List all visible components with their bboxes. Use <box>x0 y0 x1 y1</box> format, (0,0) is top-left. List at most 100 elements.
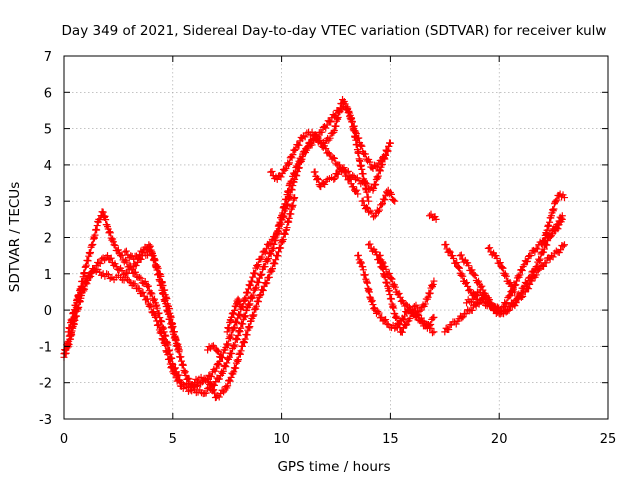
data-point <box>159 335 167 343</box>
data-point <box>257 271 265 279</box>
data-point <box>468 266 476 274</box>
data-point <box>174 376 182 384</box>
data-point <box>239 320 247 328</box>
y-tick-label: 4 <box>44 159 52 174</box>
data-point <box>228 349 236 357</box>
data-point <box>396 323 404 331</box>
data-point <box>554 225 562 233</box>
data-point <box>147 289 155 297</box>
data-point <box>303 144 311 152</box>
data-point <box>142 245 150 253</box>
data-point <box>219 367 227 375</box>
x-tick-label: 10 <box>273 432 290 447</box>
data-point <box>233 319 241 327</box>
data-point <box>222 363 230 371</box>
y-tick-label: -2 <box>39 377 52 392</box>
data-point <box>171 333 179 341</box>
data-point <box>353 186 361 194</box>
data-point <box>281 230 289 238</box>
data-point <box>252 305 260 313</box>
data-point <box>265 273 273 281</box>
data-point <box>339 166 347 174</box>
data-point <box>487 300 495 308</box>
data-point <box>368 297 376 305</box>
data-point <box>525 285 533 293</box>
data-point <box>229 342 237 350</box>
data-point <box>185 375 193 383</box>
data-point <box>540 248 548 256</box>
data-point <box>354 190 362 198</box>
data-point <box>376 167 384 175</box>
data-point <box>532 271 540 279</box>
data-point <box>243 288 251 296</box>
data-points <box>60 96 568 402</box>
data-point <box>550 205 558 213</box>
data-point <box>459 272 467 280</box>
data-point <box>535 257 543 265</box>
data-point <box>373 173 381 181</box>
data-point <box>240 295 248 303</box>
data-point <box>107 254 115 262</box>
series-track-a <box>60 102 394 390</box>
data-point <box>559 242 567 250</box>
data-point <box>379 200 387 208</box>
data-point <box>359 263 367 271</box>
data-point <box>164 351 172 359</box>
data-point <box>442 240 450 248</box>
data-point <box>148 290 156 298</box>
series-track-i <box>358 186 399 221</box>
data-point <box>549 206 557 214</box>
data-point <box>249 291 257 299</box>
data-point <box>375 309 383 317</box>
x-tick-label: 15 <box>382 432 399 447</box>
series-track-s <box>539 190 568 249</box>
data-point <box>173 341 181 349</box>
data-point <box>147 303 155 311</box>
data-point <box>232 364 240 372</box>
series-track-c <box>64 194 299 402</box>
data-point <box>387 274 395 282</box>
data-point <box>390 282 398 290</box>
y-tick-label: -1 <box>39 340 52 355</box>
data-point <box>224 382 232 390</box>
data-point <box>237 347 245 355</box>
data-point <box>430 328 438 336</box>
data-point <box>498 264 506 272</box>
data-point <box>496 259 504 267</box>
data-point <box>469 295 477 303</box>
data-point <box>366 240 374 248</box>
data-point <box>391 283 399 291</box>
data-point <box>155 309 163 317</box>
data-point <box>163 347 171 355</box>
data-point <box>147 246 155 254</box>
data-point <box>378 160 386 168</box>
data-point <box>230 310 238 318</box>
data-point <box>253 261 261 269</box>
data-point <box>244 285 252 293</box>
data-point <box>536 255 544 263</box>
data-point <box>403 321 411 329</box>
data-point <box>322 145 330 153</box>
data-point <box>230 368 238 376</box>
data-point <box>246 300 254 308</box>
series-track-g <box>267 128 394 194</box>
data-point <box>549 253 557 261</box>
data-point <box>497 263 505 271</box>
series-track-l <box>365 240 438 336</box>
data-point <box>505 306 513 314</box>
data-point <box>542 259 550 267</box>
data-point <box>122 247 130 255</box>
data-point <box>445 247 453 255</box>
data-point <box>175 346 183 354</box>
data-point <box>388 275 396 283</box>
data-point <box>63 338 71 346</box>
data-point <box>540 237 548 245</box>
data-point <box>542 230 550 238</box>
data-point <box>85 274 93 282</box>
data-point <box>132 261 140 269</box>
data-point <box>331 174 339 182</box>
data-point <box>478 282 486 290</box>
data-point <box>553 196 561 204</box>
data-point <box>262 280 270 288</box>
data-point <box>258 270 266 278</box>
